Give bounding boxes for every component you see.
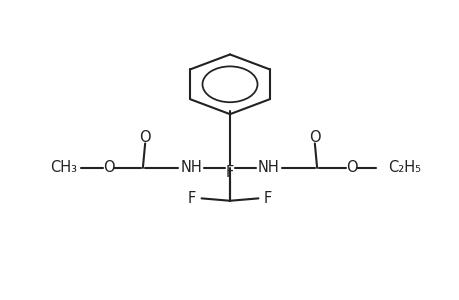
Text: O: O xyxy=(345,160,357,175)
Text: F: F xyxy=(225,166,234,181)
Text: CH₃: CH₃ xyxy=(50,160,77,175)
Text: NH: NH xyxy=(257,160,279,175)
Text: O: O xyxy=(308,130,320,145)
Text: C₂H₅: C₂H₅ xyxy=(387,160,420,175)
Text: NH: NH xyxy=(180,160,202,175)
Text: O: O xyxy=(102,160,114,175)
Text: O: O xyxy=(139,130,151,145)
Text: F: F xyxy=(263,191,272,206)
Text: F: F xyxy=(187,191,196,206)
